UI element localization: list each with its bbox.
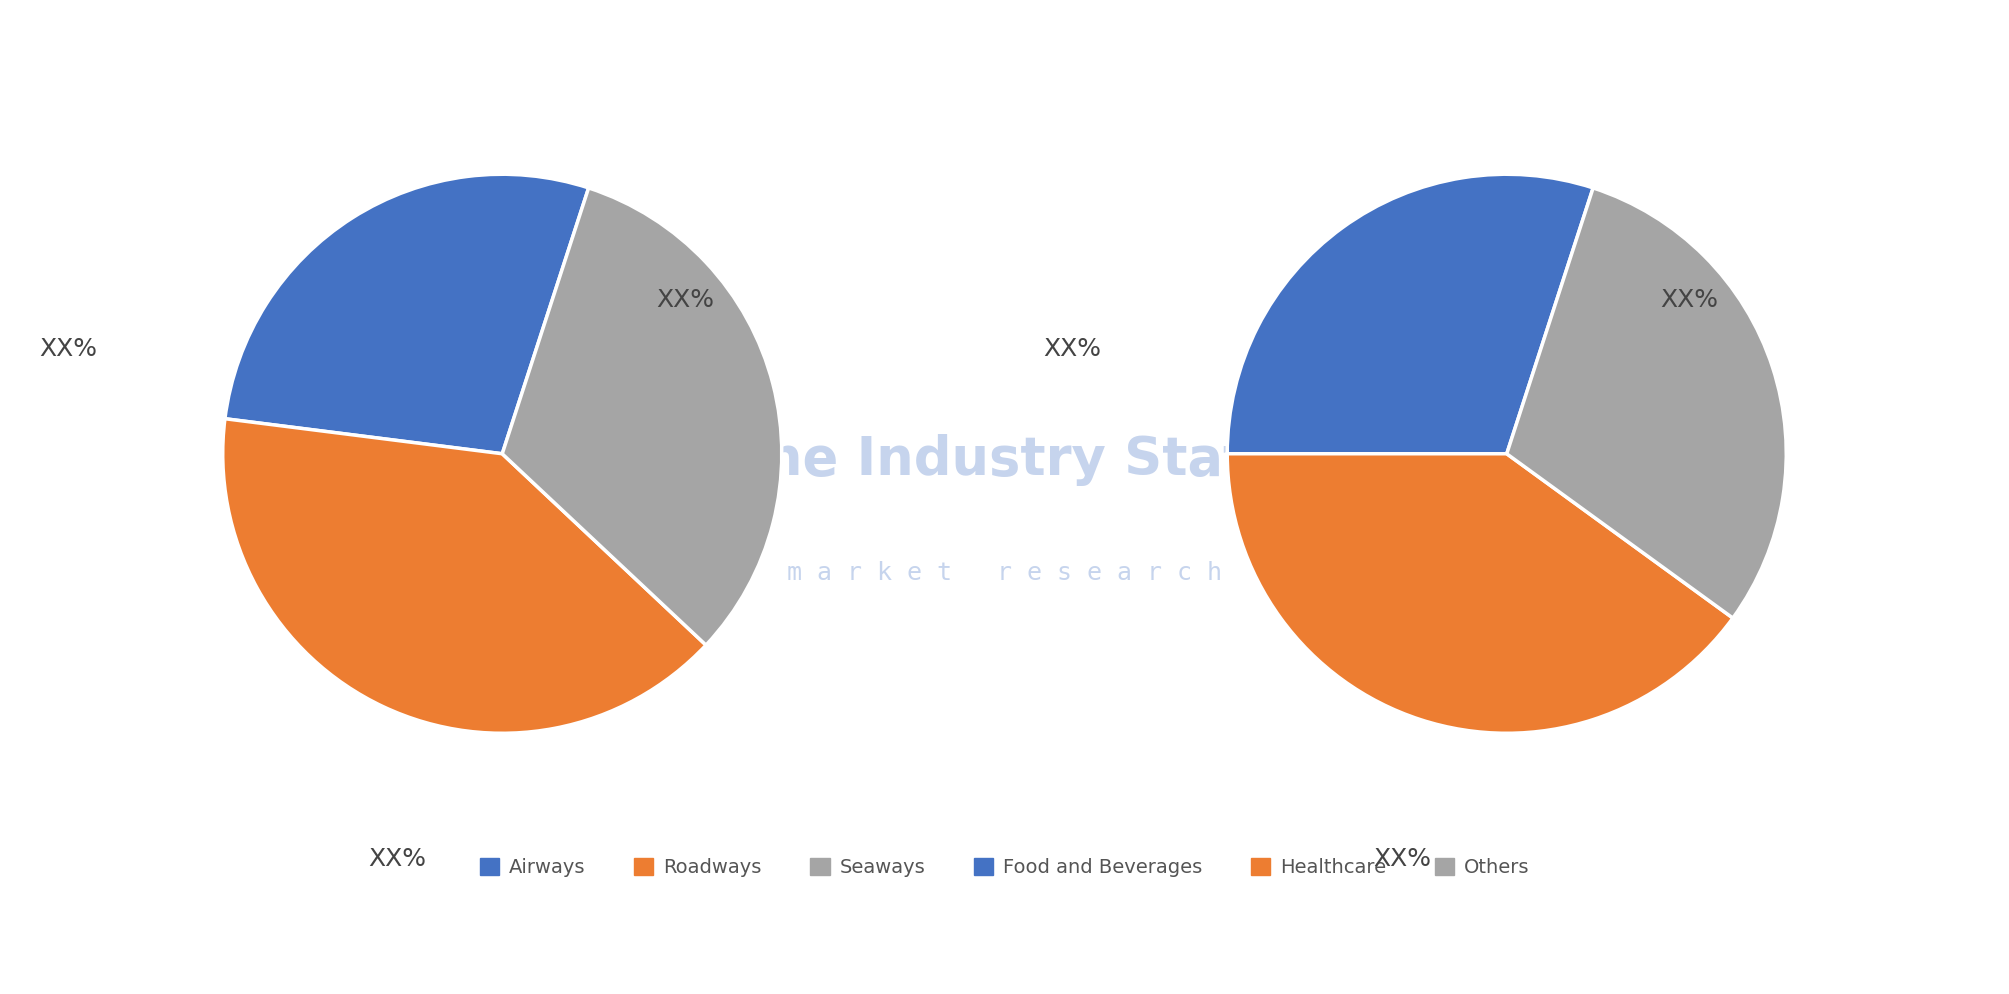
Wedge shape [223, 418, 705, 734]
Wedge shape [1227, 453, 1734, 734]
Text: Fig. Global Cold Chain Logistics Market Share by Product Types & Application: Fig. Global Cold Chain Logistics Market … [24, 48, 1175, 74]
Wedge shape [1507, 188, 1786, 618]
Wedge shape [225, 174, 589, 453]
Text: XX%: XX% [1661, 288, 1718, 312]
Text: XX%: XX% [657, 288, 713, 312]
Text: XX%: XX% [1043, 337, 1101, 361]
Text: XX%: XX% [1372, 847, 1430, 871]
Text: XX%: XX% [368, 847, 426, 871]
Text: Source: Theindustrystats Analysis: Source: Theindustrystats Analysis [24, 943, 400, 963]
Legend: Airways, Roadways, Seaways, Food and Beverages, Healthcare, Others: Airways, Roadways, Seaways, Food and Bev… [480, 858, 1529, 878]
Text: m a r k e t   r e s e a r c h: m a r k e t r e s e a r c h [788, 561, 1221, 585]
Wedge shape [502, 188, 782, 645]
Text: The Industry Stats: The Industry Stats [729, 434, 1280, 486]
Text: Email: sales@theindustrystats.com: Email: sales@theindustrystats.com [812, 943, 1197, 963]
Text: XX%: XX% [38, 337, 96, 361]
Text: Website: www.theindustrystats.com: Website: www.theindustrystats.com [1585, 943, 1985, 963]
Wedge shape [1227, 174, 1593, 453]
